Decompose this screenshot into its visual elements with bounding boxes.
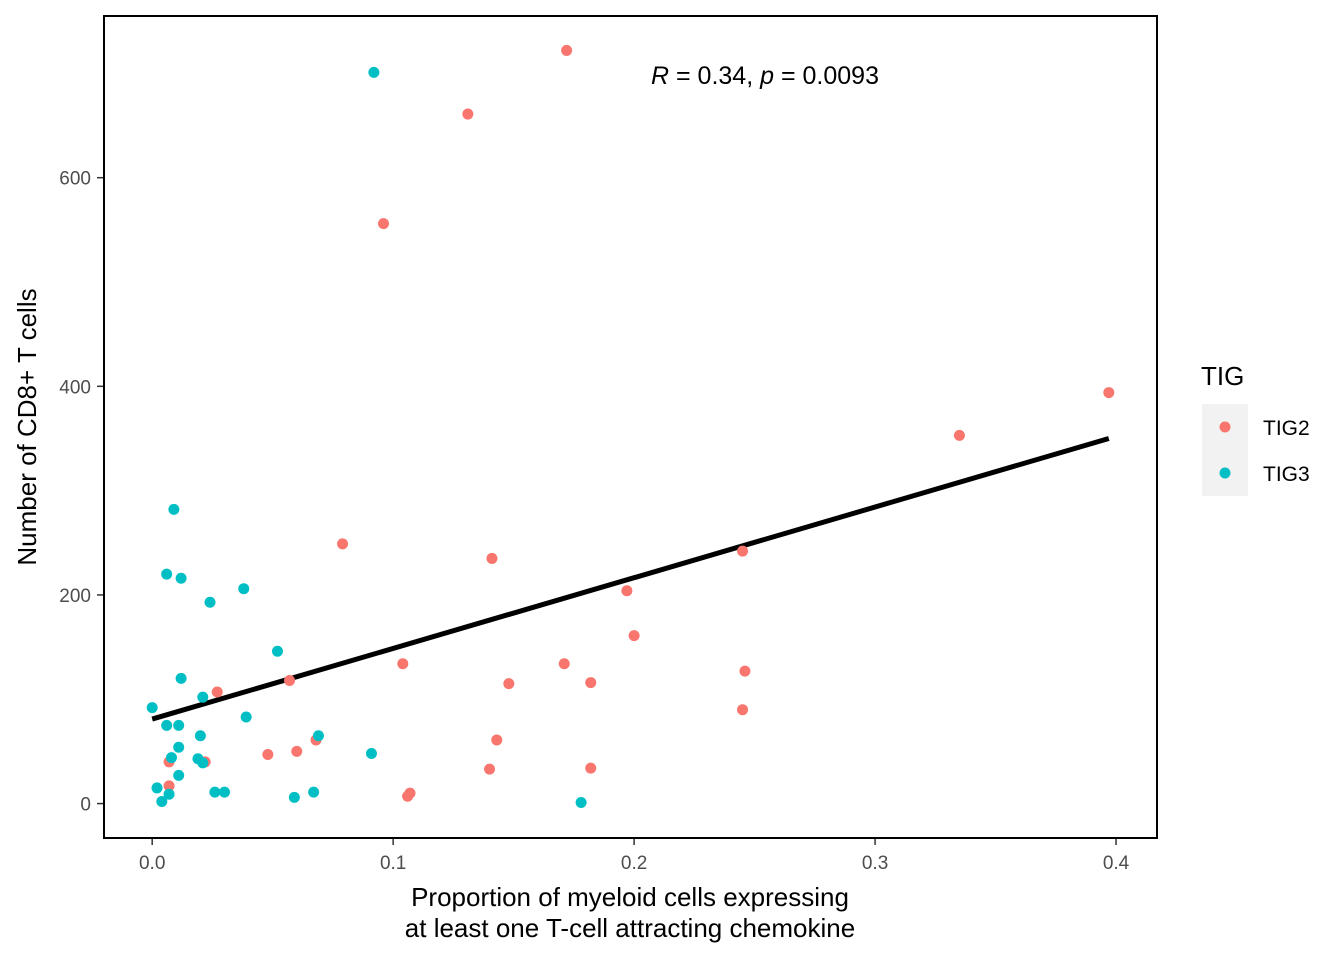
data-point-tig3 bbox=[168, 503, 180, 515]
data-point-tig3 bbox=[288, 791, 300, 803]
data-point-tig2 bbox=[737, 545, 749, 557]
data-point-tig3 bbox=[146, 702, 158, 714]
data-point-tig3 bbox=[312, 730, 324, 742]
data-point-tig2 bbox=[462, 108, 474, 120]
x-tick-label: 0.0 bbox=[139, 853, 165, 874]
legend-label-tig3: TIG3 bbox=[1263, 463, 1310, 486]
data-point-tig2 bbox=[486, 552, 498, 564]
x-axis-title-line-1: Proportion of myeloid cells expressing bbox=[411, 882, 849, 912]
data-point-tig3 bbox=[271, 645, 283, 657]
data-point-tig3 bbox=[575, 797, 587, 809]
data-point-tig3 bbox=[151, 782, 163, 794]
data-point-tig2 bbox=[585, 677, 597, 689]
legend-title: TIG bbox=[1201, 361, 1244, 391]
y-tick-label: 400 bbox=[59, 377, 91, 398]
data-point-tig3 bbox=[197, 757, 209, 769]
data-point-tig2 bbox=[484, 763, 496, 775]
data-point-tig2 bbox=[262, 749, 274, 761]
legend-key-tig2 bbox=[1219, 421, 1231, 433]
data-point-tig2 bbox=[397, 658, 409, 670]
data-point-tig3 bbox=[175, 672, 187, 684]
data-point-tig3 bbox=[365, 748, 377, 760]
data-point-tig2 bbox=[491, 734, 503, 746]
data-point-tig3 bbox=[218, 786, 230, 798]
data-point-tig2 bbox=[211, 686, 223, 698]
y-tick-label: 0 bbox=[80, 795, 91, 816]
data-point-tig3 bbox=[161, 568, 173, 580]
data-point-tig3 bbox=[194, 730, 206, 742]
data-point-tig2 bbox=[621, 585, 633, 597]
x-tick-label: 0.1 bbox=[380, 853, 406, 874]
data-point-tig2 bbox=[284, 674, 296, 686]
data-point-tig2 bbox=[628, 630, 640, 642]
x-tick-label: 0.4 bbox=[1103, 853, 1130, 874]
x-axis: 0.0 0.1 0.2 0.3 0.4 bbox=[139, 838, 1130, 874]
data-point-tig3 bbox=[175, 572, 187, 584]
x-tick-label: 0.3 bbox=[862, 853, 888, 874]
data-point-tig3 bbox=[173, 719, 185, 731]
data-point-tig2 bbox=[1103, 387, 1115, 399]
data-point-tig3 bbox=[165, 752, 177, 764]
data-point-tig2 bbox=[739, 665, 751, 677]
data-point-tig2 bbox=[953, 429, 965, 441]
data-point-tig3 bbox=[173, 769, 185, 781]
data-point-tig2 bbox=[561, 44, 573, 56]
data-point-tig3 bbox=[173, 741, 185, 753]
data-point-tig3 bbox=[308, 786, 320, 798]
data-point-tig2 bbox=[585, 762, 597, 774]
data-point-tig2 bbox=[163, 780, 175, 792]
points-layer bbox=[146, 44, 1115, 809]
regression-layer bbox=[151, 436, 1110, 722]
data-point-tig3 bbox=[209, 786, 221, 798]
data-point-tig2 bbox=[558, 658, 570, 670]
data-point-tig3 bbox=[204, 596, 216, 608]
correlation-annotation: R = 0.34, p = 0.0093 bbox=[651, 62, 879, 90]
data-point-tig2 bbox=[378, 218, 390, 230]
data-point-tig3 bbox=[197, 691, 209, 703]
x-axis-title-line-2: at least one T-cell attracting chemokine bbox=[405, 913, 855, 943]
data-point-tig2 bbox=[503, 678, 515, 690]
plot-panel-border bbox=[103, 15, 1158, 839]
data-point-tig3 bbox=[156, 795, 168, 807]
data-point-tig2 bbox=[337, 538, 349, 550]
data-point-tig3 bbox=[240, 711, 252, 723]
regression-line bbox=[151, 436, 1110, 722]
data-point-tig2 bbox=[737, 704, 749, 716]
legend-key-tig3 bbox=[1219, 467, 1231, 479]
data-point-tig3 bbox=[368, 66, 380, 78]
y-tick-label: 600 bbox=[59, 169, 91, 190]
data-point-tig2 bbox=[402, 790, 414, 802]
y-tick-label: 200 bbox=[59, 586, 91, 607]
data-point-tig2 bbox=[291, 745, 303, 757]
data-point-tig3 bbox=[163, 788, 175, 800]
legend-label-tig2: TIG2 bbox=[1263, 417, 1310, 440]
legend: TIG TIG2 TIG3 bbox=[1201, 361, 1310, 496]
y-axis-title: Number of CD8+ T cells bbox=[12, 288, 42, 565]
x-tick-label: 0.2 bbox=[621, 853, 647, 874]
data-point-tig3 bbox=[161, 719, 173, 731]
data-point-tig3 bbox=[238, 583, 250, 595]
y-axis: 0 200 400 600 bbox=[59, 169, 104, 816]
